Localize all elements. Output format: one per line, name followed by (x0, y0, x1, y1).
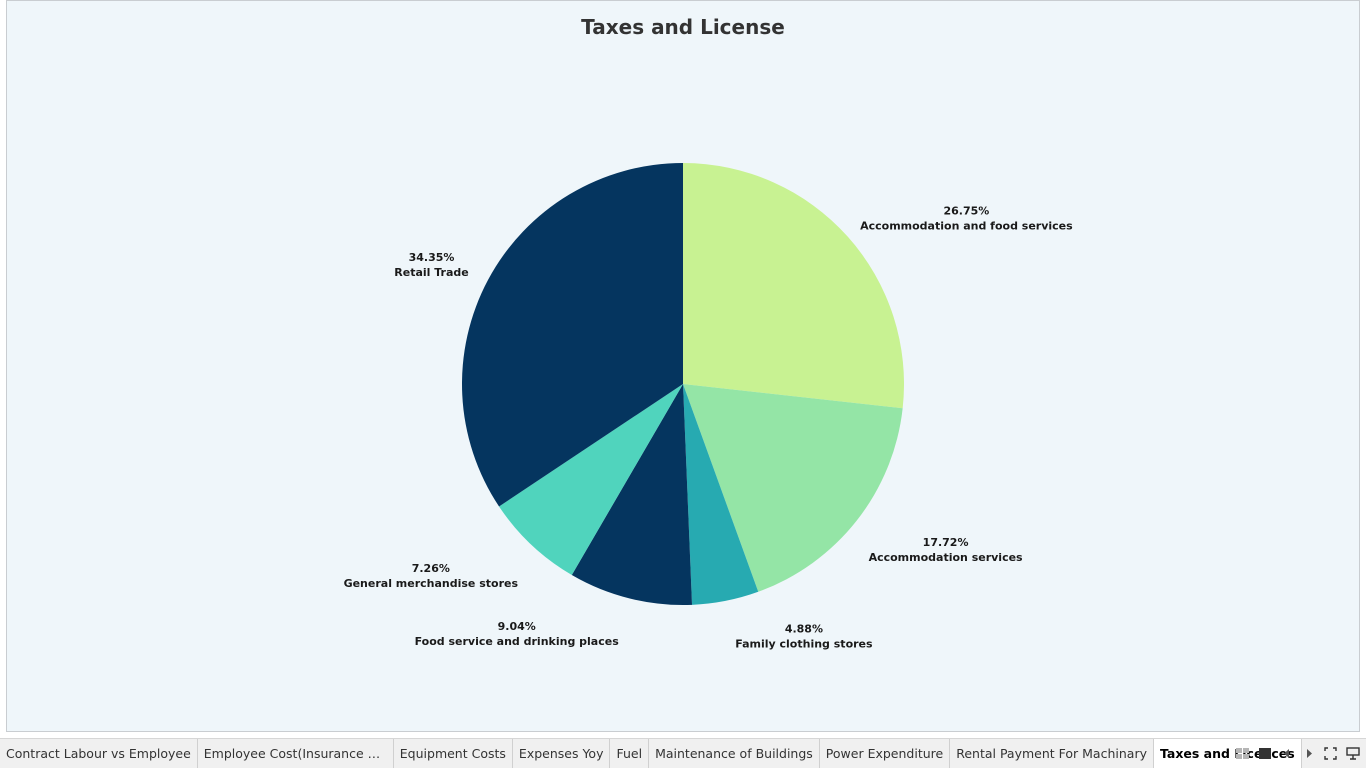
slice-label-retail-trade: 34.35% Retail Trade (394, 251, 468, 279)
slice-label-accommodation-and-food-services: 26.75% Accommodation and food services (860, 205, 1073, 233)
slice-value-label: 17.72% (923, 536, 969, 549)
tab-expenses-yoy[interactable]: Expenses Yoy (513, 739, 611, 768)
slice-category-label: Accommodation and food services (860, 220, 1073, 233)
slice-label-general-merchandise-stores: 7.26% General merchandise stores (344, 562, 519, 590)
pie-slice-food-service-and-drinking-places[interactable] (571, 384, 693, 606)
pie-slice-accommodation-services[interactable] (683, 384, 903, 592)
slice-value-label: 26.75% (943, 205, 989, 218)
slice-value-label: 9.04% (498, 620, 536, 633)
sheet-tabs: Contract Labour vs Employee Employee Cos… (0, 739, 1302, 768)
sheet-controls (1235, 739, 1360, 768)
slice-label-food-service-and-drinking-places: 9.04% Food service and drinking places (415, 620, 620, 648)
tab-power-expenditure[interactable]: Power Expenditure (820, 739, 951, 768)
slice-category-label: General merchandise stores (344, 577, 519, 590)
tab-contract-labour-vs-employee[interactable]: Contract Labour vs Employee (0, 739, 198, 768)
fullscreen-icon[interactable] (1323, 746, 1338, 761)
tab-fuel[interactable]: Fuel (610, 739, 650, 768)
previous-sheet-icon[interactable] (1279, 746, 1294, 761)
slice-category-label: Retail Trade (394, 266, 468, 279)
chart-title: Taxes and License (581, 15, 785, 39)
tab-maintenance-of-buildings[interactable]: Maintenance of Buildings (649, 739, 820, 768)
next-sheet-icon[interactable] (1301, 746, 1316, 761)
slice-category-label: Food service and drinking places (415, 635, 620, 648)
slice-category-label: Family clothing stores (735, 638, 873, 651)
pie-slice-retail-trade[interactable] (461, 163, 683, 507)
slice-category-label: Accommodation services (869, 551, 1023, 564)
presentation-mode-icon[interactable] (1345, 746, 1360, 761)
tab-equipment-costs[interactable]: Equipment Costs (394, 739, 513, 768)
slice-value-label: 4.88% (785, 623, 823, 636)
tab-rental-payment-for-machinary[interactable]: Rental Payment For Machinary (950, 739, 1154, 768)
filmstrip-view-icon[interactable] (1257, 746, 1272, 761)
slice-value-label: 7.26% (412, 562, 450, 575)
pie-slice-accommodation-and-food-services[interactable] (683, 163, 905, 409)
tab-employee-cost[interactable]: Employee Cost(Insurance vs Pe... (198, 739, 394, 768)
pie-slice-general-merchandise-stores[interactable] (499, 384, 683, 575)
slice-label-accommodation-services: 17.72% Accommodation services (869, 536, 1023, 564)
pie-slice-family-clothing-stores[interactable] (683, 384, 759, 605)
slice-label-family-clothing-stores: 4.88% Family clothing stores (735, 623, 873, 651)
pie-chart: 26.75% Accommodation and food services 17.… (344, 163, 1073, 651)
sheet-tab-bar: Contract Labour vs Employee Employee Cos… (0, 738, 1366, 768)
slice-value-label: 34.35% (409, 251, 455, 264)
grid-view-icon[interactable] (1235, 746, 1250, 761)
